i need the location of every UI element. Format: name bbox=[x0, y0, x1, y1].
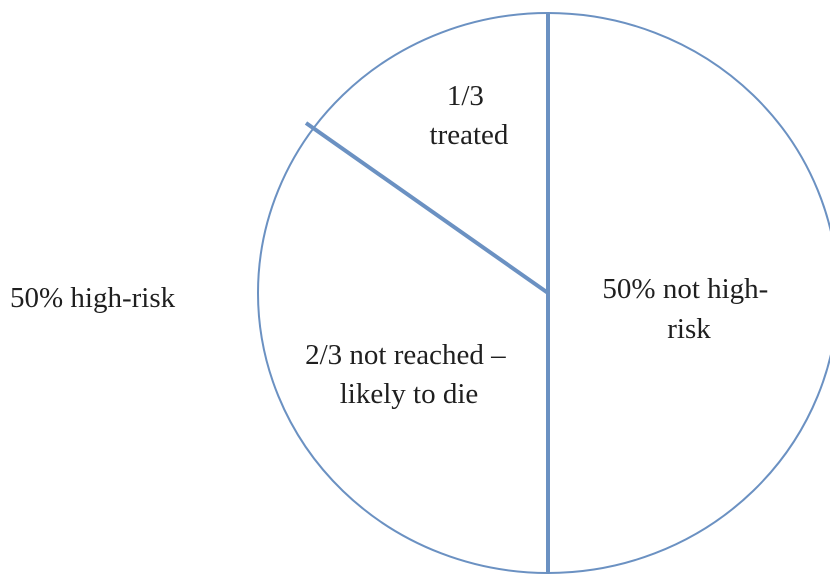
slice-label-not-high-risk-line-2: risk bbox=[667, 313, 711, 345]
slice-label-not-reached: 2/3 not reached – likely to die bbox=[305, 339, 513, 410]
slice-label-not-reached-line-2: likely to die bbox=[340, 378, 479, 410]
outside-label-high-risk: 50% high-risk bbox=[10, 282, 176, 314]
divider-diagonal bbox=[304, 121, 550, 295]
slice-label-treated-line-2: treated bbox=[430, 119, 509, 151]
slice-label-not-reached-line-1: 2/3 not reached – bbox=[305, 339, 506, 371]
slice-label-not-high-risk-line-1: 50% not high- bbox=[602, 273, 768, 305]
slice-label-treated: 1/3 treated bbox=[430, 80, 509, 151]
slice-label-treated-line-1: 1/3 bbox=[447, 80, 484, 112]
slice-label-not-high-risk: 50% not high- risk bbox=[602, 273, 775, 345]
